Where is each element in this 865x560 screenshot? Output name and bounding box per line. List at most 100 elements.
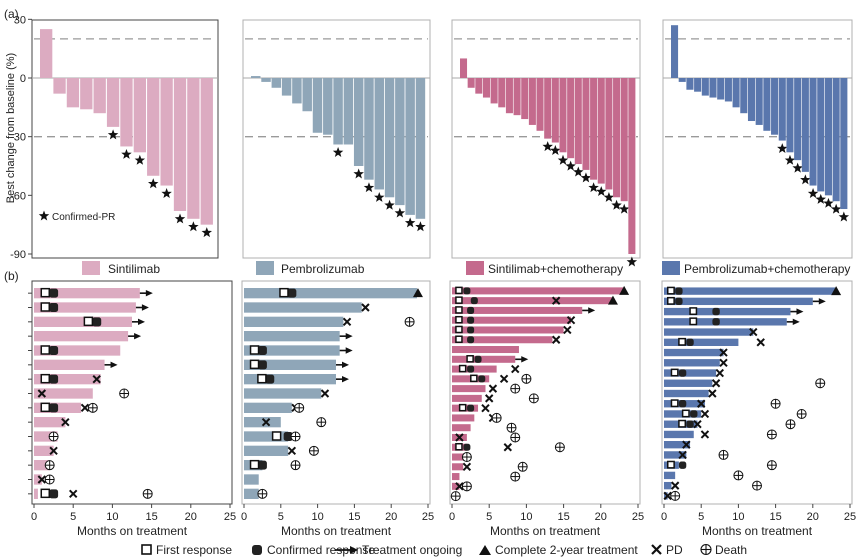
x-tick-label: 25	[422, 511, 434, 523]
pd-marker	[670, 481, 680, 490]
legend-complete-2-year: Complete 2-year treatment	[495, 543, 638, 557]
confirmed-pr-legend-icon	[38, 210, 50, 221]
confirmed-response-marker	[463, 443, 471, 451]
pd-stroke	[711, 379, 721, 388]
swimmer-bar	[244, 488, 259, 499]
x-tick-label: 15	[769, 511, 781, 523]
death-marker	[766, 460, 777, 471]
swimmer-bar	[664, 359, 720, 367]
complete-triangle	[831, 286, 842, 296]
waterfall-bar	[544, 78, 552, 139]
x-tick-label: 20	[185, 511, 197, 523]
pd-stroke	[708, 389, 717, 398]
x-tick-label: 5	[486, 511, 492, 523]
first-response-legend-icon	[141, 544, 152, 555]
confirmed-response-marker	[675, 287, 683, 295]
legend-label-pembrolizumab: Pembrolizumab	[281, 262, 365, 276]
legend-confirmed-response: Confirmed response	[267, 543, 375, 557]
pd-marker	[511, 364, 520, 374]
waterfall-bar	[173, 78, 187, 211]
pd-marker	[566, 315, 576, 325]
pd-cross-legend-icon	[651, 544, 662, 555]
confirmed-response-marker	[678, 461, 687, 469]
marker-legend: First response Confirmed response Treatm…	[141, 543, 747, 557]
waterfall-bar	[505, 78, 513, 114]
waterfall-bar	[701, 78, 709, 96]
ongoing-arrowhead	[134, 332, 142, 340]
confirmed-response-marker	[257, 346, 267, 355]
waterfall-bar	[747, 78, 756, 122]
first-response-marker	[40, 373, 51, 384]
swimmer-bar	[34, 359, 105, 370]
confirmed-pr-star	[107, 129, 119, 140]
x-tick-label: 0	[449, 511, 455, 523]
waterfall-bar	[200, 78, 213, 225]
swimmer-xlabel: Months on treatment	[490, 524, 601, 538]
swimmer-bar	[664, 369, 717, 377]
ongoing-arrowhead	[345, 332, 353, 340]
first-response-marker	[670, 368, 679, 377]
confirmed-pr-star	[415, 221, 426, 232]
swimmer-bar	[664, 287, 836, 295]
pd-stroke	[92, 374, 101, 384]
waterfall-bar	[694, 78, 702, 92]
waterfall-bar	[678, 78, 686, 82]
swimmer-bar	[452, 306, 583, 314]
pd-stroke	[551, 296, 561, 305]
confirmed-pr-star	[626, 256, 638, 267]
pd-marker	[719, 358, 728, 367]
confirmed-pr-star	[201, 227, 212, 238]
pd-marker	[80, 403, 90, 413]
confirmed-response-marker	[712, 318, 720, 326]
confirmed-response-marker	[49, 346, 59, 355]
swimmer-bar	[664, 451, 687, 459]
pd-stroke	[566, 315, 576, 325]
first-response-marker	[458, 403, 467, 412]
swimmer-bar	[664, 430, 694, 439]
ongoing-arrowhead	[145, 289, 153, 297]
waterfall-bar	[66, 78, 80, 108]
swimmer-xlabel: Months on treatment	[702, 524, 813, 538]
swimmer-bar	[664, 441, 691, 449]
confirmed-pr-star	[542, 141, 553, 152]
waterfall-bar	[120, 78, 133, 147]
complete-triangle-legend-icon	[479, 545, 491, 555]
confirmed-pr-star	[550, 145, 561, 155]
death-marker	[510, 383, 521, 394]
pd-stroke	[719, 348, 728, 357]
swimmer-panels: 0 5 10 15 20 25 Months on treatment 0 5 10 15 20 25 M…	[28, 280, 856, 538]
first-response-marker	[678, 419, 687, 428]
confirmed-pr-star	[565, 160, 576, 171]
first-response-marker	[667, 460, 675, 469]
first-response-marker	[83, 316, 94, 327]
first-response-marker	[681, 409, 690, 418]
waterfall-pembrolizumab	[242, 19, 431, 259]
swimmer-frame	[31, 280, 233, 505]
swimmer-bar	[34, 345, 121, 356]
waterfall-bar	[590, 78, 598, 180]
pd-marker	[462, 462, 472, 472]
waterfall-bar	[498, 78, 506, 108]
death-marker	[670, 490, 681, 501]
pd-stroke	[484, 394, 494, 403]
pd-marker	[37, 389, 47, 398]
confirmed-response-marker	[49, 303, 59, 312]
pd-marker	[361, 303, 370, 312]
waterfall-bar	[597, 78, 605, 184]
confirmed-pr-star	[800, 174, 811, 185]
waterfall-bar	[353, 78, 364, 166]
x-tick-label: 5	[698, 511, 704, 523]
swimmer-bar	[664, 481, 672, 490]
x-tick-label: 25	[632, 511, 644, 523]
pd-stroke	[663, 491, 672, 501]
x-tick-label: 10	[311, 511, 323, 523]
confirmed-response-marker	[92, 317, 102, 327]
death-marker	[87, 402, 98, 413]
pd-stroke	[700, 430, 710, 439]
first-response-marker	[40, 287, 51, 298]
legend-label-sintilimab-chemo: Sintilimab+chemotherapy	[488, 262, 623, 276]
swimmer-bar	[452, 463, 464, 471]
death-marker	[48, 431, 59, 442]
confirmed-pr-star	[134, 154, 146, 165]
pd-stroke	[700, 409, 710, 419]
